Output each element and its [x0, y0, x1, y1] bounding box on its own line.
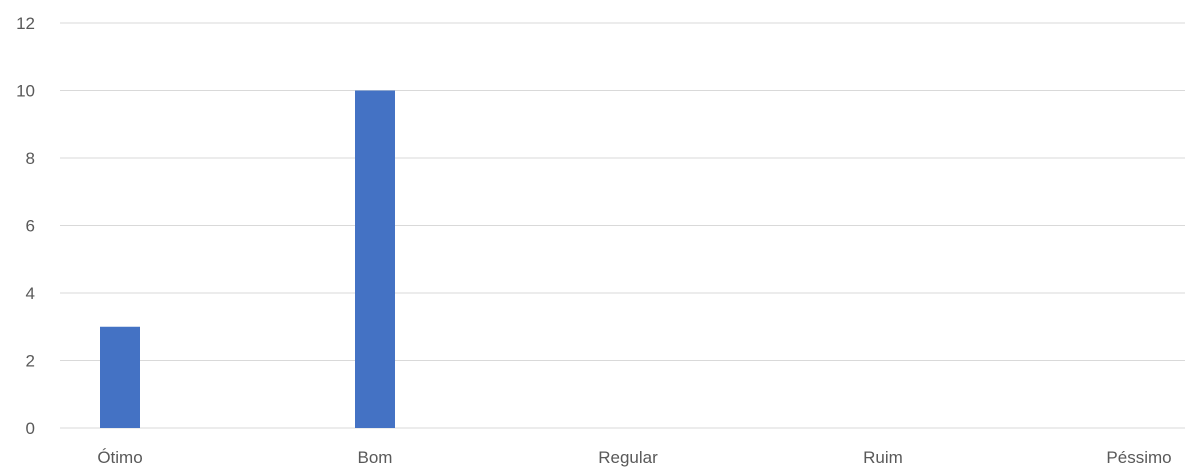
y-tick-label-8: 8	[26, 149, 35, 168]
bar-bom	[355, 90, 395, 428]
x-category-label: Ruim	[863, 448, 903, 467]
bars	[100, 90, 395, 428]
y-tick-label-10: 10	[16, 82, 35, 101]
y-tick-label-0: 0	[26, 419, 35, 438]
x-category-label: Péssimo	[1106, 448, 1171, 467]
bar-ótimo	[100, 326, 140, 428]
x-category-label: Regular	[598, 448, 658, 467]
x-category-label: Ótimo	[97, 448, 142, 467]
x-axis-category-labels: Ótimo Bom Regular Ruim Péssimo	[97, 448, 1171, 467]
y-axis-tick-labels: 0 2 4 6 8 10 12	[16, 14, 35, 438]
y-tick-label-6: 6	[26, 217, 35, 236]
y-tick-label-2: 2	[26, 352, 35, 371]
gridlines	[60, 22, 1185, 429]
x-category-label: Bom	[358, 448, 393, 467]
y-tick-label-12: 12	[16, 14, 35, 33]
y-tick-label-4: 4	[26, 284, 35, 303]
